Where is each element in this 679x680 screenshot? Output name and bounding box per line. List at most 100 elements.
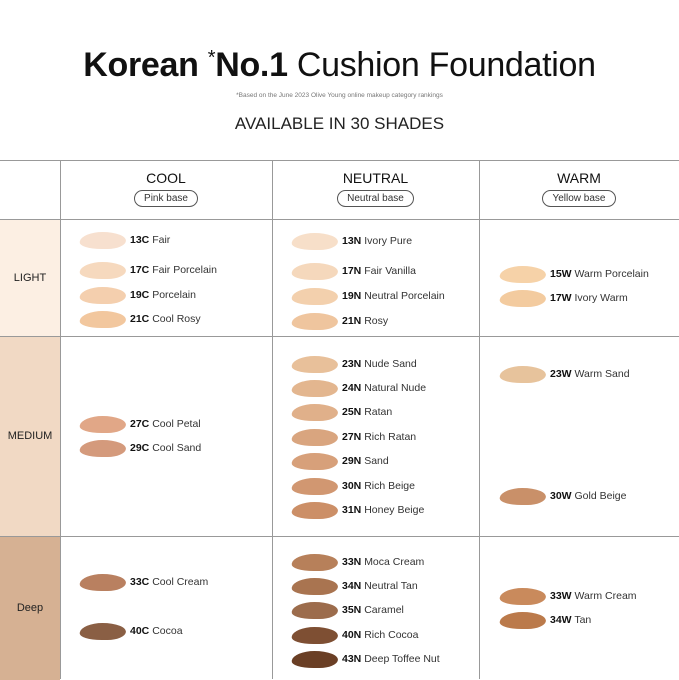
shade-item: 13N Ivory Pure xyxy=(290,231,412,251)
row-label-light: LIGHT xyxy=(0,219,60,336)
shade-name: Cool Cream xyxy=(152,576,209,588)
shade-name: Warm Cream xyxy=(574,590,637,602)
shade-label: 23N Nude Sand xyxy=(342,358,417,370)
shade-code: 29C xyxy=(130,442,150,454)
swatch xyxy=(290,477,340,495)
shade-label: 25N Ratan xyxy=(342,406,392,418)
footnote: *Based on the June 2023 Olive Young onli… xyxy=(236,92,443,99)
shade-item: 29N Sand xyxy=(290,451,389,471)
shade-label: 21C Cool Rosy xyxy=(130,313,201,325)
base-pill: Neutral base xyxy=(337,190,414,207)
shade-item: 21N Rosy xyxy=(290,311,388,331)
shade-code: 23N xyxy=(342,358,362,370)
swatch xyxy=(290,312,340,330)
shade-label: 40C Cocoa xyxy=(130,625,183,637)
column-name: COOL xyxy=(146,170,186,186)
shade-item: 21C Cool Rosy xyxy=(78,309,201,329)
divider xyxy=(0,336,679,337)
title-korean: Korean xyxy=(83,46,199,84)
shade-code: 13C xyxy=(130,234,150,246)
swatch xyxy=(290,501,340,519)
base-pill: Pink base xyxy=(134,190,198,207)
swatch xyxy=(290,577,340,595)
shade-name: Gold Beige xyxy=(574,490,627,502)
shade-label: 34W Tan xyxy=(550,614,591,626)
shade-name: Deep Toffee Nut xyxy=(364,653,440,665)
swatch xyxy=(78,231,128,249)
shade-label: 33C Cool Cream xyxy=(130,576,208,588)
swatch xyxy=(78,286,128,304)
column-name: NEUTRAL xyxy=(342,170,409,186)
swatch xyxy=(78,310,128,328)
shade-item: 40C Cocoa xyxy=(78,621,183,641)
row-medium-text: MEDIUM xyxy=(7,430,53,442)
swatch xyxy=(290,626,340,644)
shade-item: 31N Honey Beige xyxy=(290,500,424,520)
shade-item: 30W Gold Beige xyxy=(498,486,626,506)
column-header-warm: WARM Yellow base xyxy=(479,161,679,219)
shade-item: 17C Fair Porcelain xyxy=(78,260,217,280)
shade-code: 33W xyxy=(550,590,572,602)
swatch xyxy=(290,428,340,446)
shade-name: Cool Petal xyxy=(152,418,201,430)
shade-item: 23W Warm Sand xyxy=(498,364,630,384)
shade-label: 17N Fair Vanilla xyxy=(342,265,416,277)
shade-name: Rich Cocoa xyxy=(364,629,419,641)
shade-code: 27N xyxy=(342,431,362,443)
shade-code: 40C xyxy=(130,625,150,637)
shade-label: 34N Neutral Tan xyxy=(342,580,418,592)
swatch xyxy=(498,265,548,283)
swatch xyxy=(498,289,548,307)
shade-label: 23W Warm Sand xyxy=(550,368,630,380)
shade-item: 19C Porcelain xyxy=(78,285,196,305)
shade-label: 24N Natural Nude xyxy=(342,382,426,394)
title-rest: Cushion Foundation xyxy=(296,46,596,84)
shade-code: 19C xyxy=(130,289,150,301)
swatch xyxy=(498,611,548,629)
shade-item: 34W Tan xyxy=(498,610,591,630)
row-light-text: LIGHT xyxy=(13,271,47,284)
shade-item: 34N Neutral Tan xyxy=(290,576,418,596)
shade-label: 33N Moca Cream xyxy=(342,556,424,568)
shade-table: LIGHT MEDIUM Deep COOL Pink base NEUTRAL N… xyxy=(0,160,679,680)
shade-code: 25N xyxy=(342,406,362,418)
shade-label: 33W Warm Cream xyxy=(550,590,637,602)
shade-code: 30W xyxy=(550,490,572,502)
shade-item: 30N Rich Beige xyxy=(290,476,415,496)
column-header-cool: COOL Pink base xyxy=(60,161,272,219)
divider xyxy=(479,161,480,679)
column-header-neutral: NEUTRAL Neutral base xyxy=(272,161,479,219)
shade-code: 34N xyxy=(342,580,362,592)
shade-item: 24N Natural Nude xyxy=(290,378,426,398)
shade-label: 15W Warm Porcelain xyxy=(550,268,649,280)
shade-code: 27C xyxy=(130,418,150,430)
shade-label: 13N Ivory Pure xyxy=(342,235,412,247)
shade-label: 30N Rich Beige xyxy=(342,480,415,492)
shade-name: Caramel xyxy=(364,604,404,616)
shade-name: Fair Porcelain xyxy=(152,264,217,276)
shade-code: 33C xyxy=(130,576,150,588)
shade-name: Sand xyxy=(364,455,389,467)
row-deep-text: Deep xyxy=(16,602,44,614)
row-label-deep: Deep xyxy=(0,536,60,680)
shade-code: 23W xyxy=(550,368,572,380)
shade-name: Fair xyxy=(152,234,171,246)
shade-label: 35N Caramel xyxy=(342,604,404,616)
base-pill: Yellow base xyxy=(542,190,616,207)
divider xyxy=(272,161,273,679)
shade-code: 17W xyxy=(550,292,572,304)
shade-code: 33N xyxy=(342,556,362,568)
divider xyxy=(0,219,679,220)
shade-label: 30W Gold Beige xyxy=(550,490,626,502)
shade-label: 31N Honey Beige xyxy=(342,504,424,516)
shade-code: 40N xyxy=(342,629,362,641)
swatch xyxy=(498,487,548,505)
shade-code: 43N xyxy=(342,653,362,665)
shade-code: 21N xyxy=(342,315,362,327)
swatch xyxy=(290,452,340,470)
shade-code: 29N xyxy=(342,455,362,467)
shade-item: 23N Nude Sand xyxy=(290,354,417,374)
shade-code: 31N xyxy=(342,504,362,516)
swatch xyxy=(498,365,548,383)
swatch xyxy=(78,622,128,640)
